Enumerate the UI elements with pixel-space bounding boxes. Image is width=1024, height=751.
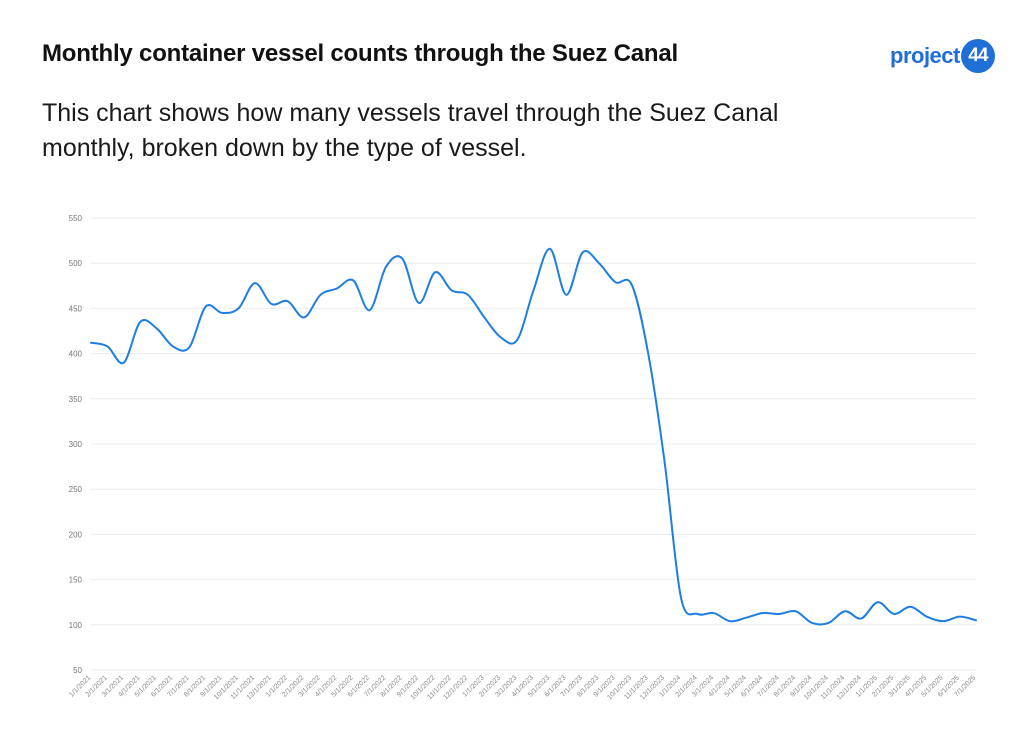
data-point bbox=[465, 292, 471, 298]
data-point bbox=[137, 319, 143, 325]
data-point bbox=[957, 614, 963, 620]
data-point bbox=[498, 334, 504, 340]
data-point bbox=[907, 604, 913, 610]
data-point bbox=[252, 280, 258, 286]
data-point bbox=[317, 292, 323, 298]
y-tick-label: 50 bbox=[73, 666, 82, 675]
data-point bbox=[350, 277, 356, 283]
series-container bbox=[88, 246, 979, 626]
data-point bbox=[399, 256, 405, 262]
y-tick-label: 500 bbox=[69, 259, 83, 268]
y-tick-label: 100 bbox=[69, 621, 83, 630]
data-point bbox=[629, 282, 635, 288]
data-point bbox=[547, 246, 553, 252]
data-point bbox=[580, 249, 586, 255]
data-point bbox=[203, 304, 209, 310]
data-point bbox=[301, 314, 307, 320]
data-point bbox=[809, 620, 815, 626]
data-point bbox=[596, 260, 602, 266]
data-point bbox=[678, 595, 684, 601]
data-point bbox=[744, 615, 750, 621]
data-point bbox=[104, 343, 110, 349]
data-point bbox=[383, 264, 389, 270]
data-point bbox=[481, 314, 487, 320]
y-tick-label: 550 bbox=[69, 214, 83, 223]
data-point bbox=[793, 608, 799, 614]
y-tick-label: 350 bbox=[69, 395, 83, 404]
data-point bbox=[973, 617, 979, 623]
data-point bbox=[563, 292, 569, 298]
y-tick-label: 150 bbox=[69, 576, 83, 585]
data-point bbox=[891, 611, 897, 617]
data-point bbox=[449, 287, 455, 293]
data-point bbox=[514, 337, 520, 343]
data-point bbox=[186, 344, 192, 350]
data-point bbox=[236, 305, 242, 311]
project44-logo: project 44 bbox=[890, 38, 995, 74]
gridlines bbox=[91, 217, 976, 671]
data-point bbox=[268, 301, 274, 307]
data-point bbox=[88, 340, 94, 346]
logo-badge: 44 bbox=[960, 39, 995, 73]
data-point bbox=[432, 269, 438, 275]
logo-wordmark: project bbox=[890, 43, 960, 68]
data-point bbox=[121, 360, 127, 366]
data-point bbox=[662, 459, 668, 465]
y-axis-tick-labels: 50 100 150 200 250 300 350 400 450 500 550 bbox=[69, 214, 83, 675]
data-point bbox=[694, 611, 700, 617]
data-point bbox=[334, 286, 340, 292]
page-title: Monthly container vessel counts through … bbox=[42, 40, 678, 67]
data-point bbox=[367, 307, 373, 313]
data-point bbox=[219, 310, 225, 316]
data-point bbox=[940, 618, 946, 624]
x-axis-tick-labels: 1/1/20212/1/20213/1/20214/1/20215/1/2021… bbox=[68, 674, 977, 701]
data-point bbox=[875, 599, 881, 605]
y-tick-label: 250 bbox=[69, 485, 83, 494]
data-point bbox=[776, 611, 782, 617]
data-point bbox=[531, 287, 537, 293]
data-point bbox=[612, 279, 618, 285]
data-point bbox=[645, 351, 651, 357]
y-tick-label: 400 bbox=[69, 350, 83, 359]
data-point bbox=[285, 298, 291, 304]
y-tick-label: 200 bbox=[69, 530, 83, 539]
data-point bbox=[826, 620, 832, 626]
data-point bbox=[154, 325, 160, 331]
data-point bbox=[760, 610, 766, 616]
data-point bbox=[727, 618, 733, 624]
data-point bbox=[842, 608, 848, 614]
data-point bbox=[711, 610, 717, 616]
data-point bbox=[416, 300, 422, 306]
chart-description: This chart shows how many vessels travel… bbox=[42, 99, 779, 162]
y-tick-label: 300 bbox=[69, 440, 83, 449]
series-line-vessel-count bbox=[90, 247, 977, 626]
y-tick-label: 450 bbox=[69, 304, 83, 313]
data-point bbox=[858, 615, 864, 621]
data-point bbox=[170, 343, 176, 349]
line-chart: 50 100 150 200 250 300 350 400 450 500 550 1/1/202… bbox=[68, 214, 979, 701]
data-point bbox=[924, 614, 930, 620]
